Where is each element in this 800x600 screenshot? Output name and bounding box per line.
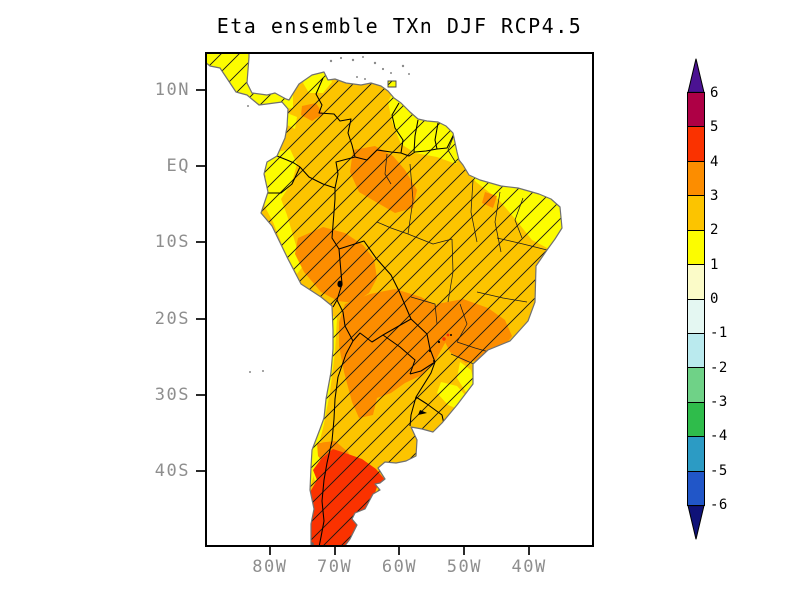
colorbar-segment bbox=[688, 265, 704, 300]
lat-tick-label: 10S bbox=[154, 232, 190, 253]
lon-tick-mark bbox=[398, 547, 401, 555]
figure-title: Eta ensemble TXn DJF RCP4.5 bbox=[216, 14, 583, 38]
colorbar-tick-label: -1 bbox=[710, 325, 728, 342]
lat-tick-mark bbox=[196, 469, 205, 472]
country-borders bbox=[267, 77, 455, 547]
colorbar-tick-label: -5 bbox=[710, 462, 728, 479]
colorbar-tick-label: 6 bbox=[710, 85, 719, 101]
map-plot bbox=[205, 52, 594, 547]
lon-tick-label: 50W bbox=[446, 557, 482, 577]
lat-tick-mark bbox=[196, 241, 205, 244]
lon-tick-mark bbox=[333, 547, 336, 555]
colorbar-arrow-bottom bbox=[687, 505, 705, 540]
lat-tick-label: EQ bbox=[166, 156, 190, 177]
lon-tick-label: 40W bbox=[511, 557, 547, 577]
colorbar-arrow-top bbox=[687, 58, 705, 93]
colorbar-segment bbox=[688, 368, 704, 403]
lat-tick-label: 20S bbox=[154, 308, 190, 329]
colorbar-tick-label: -4 bbox=[710, 428, 728, 445]
colorbar-segment bbox=[688, 437, 704, 472]
island-specks bbox=[247, 56, 410, 373]
colorbar-tick-label: -6 bbox=[710, 497, 728, 513]
lon-tick-mark bbox=[463, 547, 466, 555]
lat-tick-label: 40S bbox=[154, 460, 190, 481]
colorbar-segment bbox=[688, 93, 704, 128]
lat-tick-label: 30S bbox=[154, 384, 190, 405]
colorbar-tick-label: 5 bbox=[710, 119, 719, 136]
colorbar-tick-label: 2 bbox=[710, 222, 719, 239]
colorbar-segment bbox=[688, 161, 704, 197]
map-frame bbox=[205, 52, 594, 547]
lon-tick-label: 80W bbox=[252, 557, 288, 577]
colorbar-tick-label: 3 bbox=[710, 188, 719, 204]
colorbar-tick-label: 1 bbox=[710, 256, 719, 273]
lakes-and-dots bbox=[337, 280, 452, 415]
colorbar-segment bbox=[688, 402, 704, 438]
colorbar-segment bbox=[688, 127, 704, 162]
lat-tick-mark bbox=[196, 317, 205, 320]
lon-tick-label: 60W bbox=[381, 557, 418, 577]
colorbar-segment bbox=[688, 333, 704, 369]
lat-tick-label: 10N bbox=[154, 80, 190, 101]
colorbar-tick-label: -3 bbox=[710, 394, 728, 410]
lat-tick-mark bbox=[196, 165, 205, 168]
colorbar-segment bbox=[688, 299, 704, 334]
colorbar-segment bbox=[688, 196, 704, 231]
colorbar-segment bbox=[688, 230, 704, 266]
lon-tick-label: 70W bbox=[317, 557, 353, 577]
lon-tick-mark bbox=[528, 547, 531, 555]
lat-tick-mark bbox=[196, 89, 205, 92]
colorbar-tick-label: -2 bbox=[710, 359, 728, 376]
colorbar-segment bbox=[688, 471, 704, 506]
colorbar-tick-label: 4 bbox=[710, 153, 719, 170]
lon-tick-mark bbox=[268, 547, 271, 555]
state-borders bbox=[376, 134, 548, 366]
colorbar-segments bbox=[687, 92, 705, 506]
lat-tick-mark bbox=[196, 393, 205, 396]
colorbar-tick-label: 0 bbox=[710, 291, 719, 307]
